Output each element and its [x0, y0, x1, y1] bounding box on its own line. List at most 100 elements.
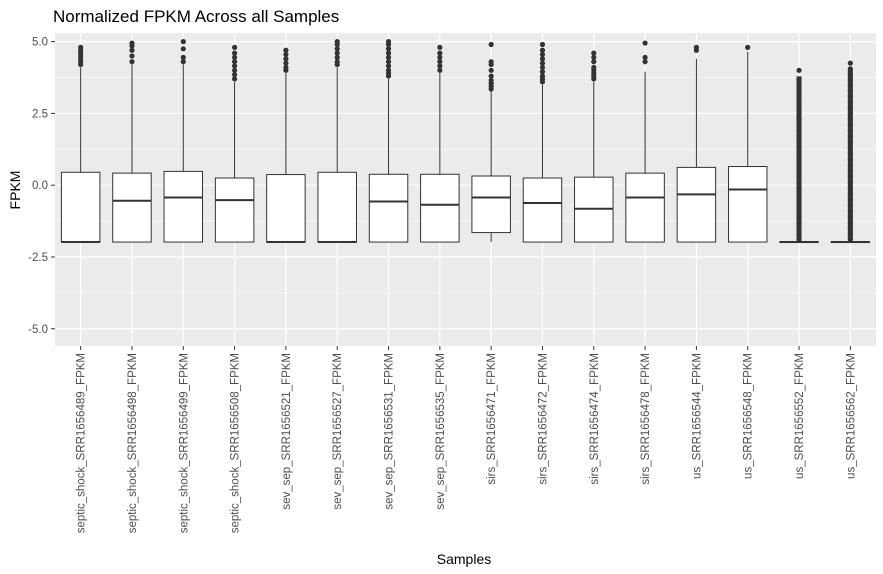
box-iqr — [112, 172, 152, 243]
outlier-point — [385, 50, 392, 56]
x-axis-title: Samples — [437, 551, 491, 567]
box-sirs_SRR1656474_FPKM — [574, 50, 614, 243]
x-tick-label: septic_shock_SRR1656508_FPKM — [230, 353, 242, 533]
box-septic_shock_SRR1656499_FPKM — [163, 39, 204, 243]
outlier-point — [231, 50, 238, 56]
x-tick-label: sirs_SRR1656474_FPKM — [589, 353, 601, 485]
outlier-point — [488, 59, 494, 65]
outlier-point — [78, 44, 84, 50]
outlier-point — [231, 59, 238, 65]
outlier-point — [642, 59, 648, 65]
outlier-point — [283, 51, 289, 58]
outlier-point — [437, 67, 443, 73]
x-tick-label: us_SRR1656548_FPKM — [743, 353, 755, 479]
x-tick-label: sirs_SRR1656478_FPKM — [640, 353, 652, 485]
chart-title: Normalized FPKM Across all Samples — [53, 7, 339, 26]
box-iqr — [266, 174, 306, 243]
box-sirs_SRR1656472_FPKM — [522, 41, 563, 243]
box-iqr — [727, 166, 768, 243]
box-us_SRR1656552_FPKM — [779, 67, 819, 244]
box-sirs_SRR1656471_FPKM — [471, 41, 511, 243]
outlier-point — [591, 54, 597, 61]
x-tick-label: septic_shock_SRR1656498_FPKM — [127, 353, 139, 533]
box-septic_shock_SRR1656489_FPKM — [60, 44, 101, 244]
x-tick-label: septic_shock_SRR1656489_FPKM — [76, 353, 88, 533]
outlier-point — [385, 67, 392, 73]
x-tick-label: sirs_SRR1656471_FPKM — [486, 353, 498, 485]
outlier-point — [180, 54, 186, 61]
box-septic_shock_SRR1656508_FPKM — [214, 44, 255, 243]
y-axis-ticks: -5.0 -2.5 0.0 2.5 5.0 — [28, 37, 55, 336]
outlier-point — [591, 50, 597, 56]
boxes — [60, 39, 871, 244]
outlier-point — [283, 47, 289, 53]
outlier-point — [539, 41, 546, 48]
outlier-point — [437, 44, 443, 50]
outlier-point — [591, 64, 597, 71]
outlier-point — [539, 64, 546, 71]
outlier-point — [642, 40, 648, 46]
outlier-point — [488, 41, 494, 48]
y-tick-label: 0.0 — [32, 180, 48, 192]
y-tick-label: -5.0 — [28, 324, 48, 336]
box-us_SRR1656544_FPKM — [676, 44, 717, 243]
x-tick-label: us_SRR1656552_FPKM — [794, 353, 806, 479]
box-iqr — [317, 171, 357, 243]
outlier-point — [334, 59, 340, 65]
outlier-point — [437, 63, 443, 69]
box-us_SRR1656562_FPKM — [830, 60, 871, 244]
outlier-point — [693, 44, 700, 50]
x-tick-label: sev_sep_SRR1656527_FPKM — [332, 353, 344, 510]
outlier-point — [437, 50, 443, 56]
outlier-point — [437, 59, 443, 65]
outlier-point — [385, 46, 392, 52]
box-iqr — [163, 170, 204, 243]
outlier-point — [488, 77, 494, 83]
x-tick-label: us_SRR1656562_FPKM — [845, 353, 857, 479]
box-iqr — [625, 172, 665, 243]
outlier-point — [745, 44, 751, 50]
box-us_SRR1656548_FPKM — [727, 44, 768, 243]
outlier-point — [334, 54, 340, 61]
outlier-point — [231, 76, 238, 82]
outlier-point — [847, 60, 853, 66]
box-iqr — [368, 173, 409, 243]
x-tick-label: sev_sep_SRR1656521_FPKM — [281, 353, 293, 510]
outlier-point — [231, 67, 238, 73]
outlier-point — [129, 47, 135, 53]
box-septic_shock_SRR1656498_FPKM — [112, 40, 152, 243]
outlier-point — [591, 59, 597, 65]
outlier-point — [283, 60, 289, 66]
x-tick-label: sev_sep_SRR1656535_FPKM — [435, 353, 447, 510]
outlier-point — [539, 60, 546, 66]
outlier-point — [180, 46, 186, 52]
outlier-point — [231, 72, 238, 78]
x-tick-label: sirs_SRR1656472_FPKM — [537, 353, 549, 485]
x-tick-label: septic_shock_SRR1656499_FPKM — [178, 353, 190, 533]
outlier-point — [488, 67, 494, 73]
outlier-point — [385, 54, 392, 61]
outlier-point — [129, 53, 135, 59]
box-iqr — [522, 177, 563, 243]
outlier-point — [539, 73, 546, 79]
box-sev_sep_SRR1656521_FPKM — [266, 47, 306, 244]
x-tick-label: us_SRR1656544_FPKM — [691, 353, 703, 479]
outlier-point — [437, 54, 443, 61]
outlier-point — [796, 67, 802, 73]
box-iqr — [420, 173, 460, 243]
outlier-point — [385, 59, 392, 65]
outlier-point — [539, 51, 546, 58]
outlier-point — [129, 40, 135, 46]
y-axis-title: FPKM — [7, 171, 23, 210]
outlier-point — [385, 63, 392, 69]
box-iqr — [676, 166, 717, 243]
box-iqr — [214, 177, 255, 243]
y-tick-label: 5.0 — [32, 37, 48, 49]
box-sev_sep_SRR1656535_FPKM — [420, 44, 460, 243]
outlier-point — [283, 56, 289, 62]
outlier-point — [539, 56, 546, 62]
box-sev_sep_SRR1656527_FPKM — [317, 39, 357, 244]
y-tick-label: -2.5 — [28, 252, 48, 264]
outlier-point — [488, 73, 494, 79]
y-tick-label: 2.5 — [32, 108, 48, 120]
